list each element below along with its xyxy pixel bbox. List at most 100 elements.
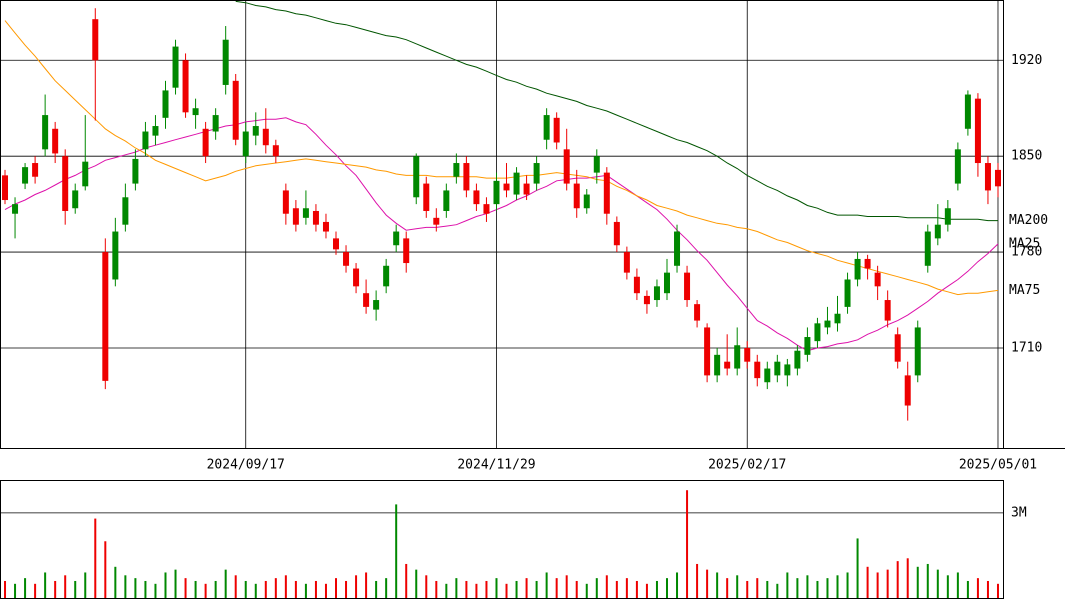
volume-bar <box>595 578 598 598</box>
volume-bar <box>164 572 167 598</box>
candle-body <box>744 347 751 362</box>
candle-body <box>593 156 600 173</box>
candle-body <box>824 320 831 328</box>
x-tick-label: 2024/09/17 <box>207 458 285 473</box>
candle-body <box>513 172 520 195</box>
volume-bar <box>294 580 297 598</box>
candle-body <box>864 258 871 269</box>
candle-body <box>814 323 821 342</box>
volume-bar <box>866 566 869 598</box>
volume-bar <box>24 578 27 598</box>
candle-body <box>192 108 199 116</box>
candle-body <box>182 60 189 113</box>
y-tick-label: 1920 <box>1011 53 1042 68</box>
y-tick-label: 1710 <box>1011 340 1042 355</box>
candle-body <box>132 158 139 184</box>
candle-body <box>403 238 410 264</box>
volume-bar <box>976 578 979 598</box>
volume-bar <box>756 578 759 598</box>
volume-bar <box>645 583 648 598</box>
candle-body <box>383 265 390 287</box>
candle-body <box>272 145 279 157</box>
candle-body <box>934 224 941 239</box>
volume-bar <box>766 580 769 598</box>
volume-bar <box>555 578 558 598</box>
candle-body <box>684 272 691 301</box>
volume-bar <box>14 583 17 598</box>
volume-bar <box>836 575 839 598</box>
candle-body <box>52 128 59 154</box>
volume-bar <box>134 578 137 598</box>
volume-bar <box>415 569 418 598</box>
candle-body <box>102 252 109 381</box>
candle-body <box>242 131 249 157</box>
volume-bar <box>946 575 949 598</box>
volume-bar <box>505 583 508 598</box>
volume-bar <box>445 583 448 598</box>
candle-body <box>32 163 39 177</box>
candle-body <box>262 128 269 146</box>
volume-bar <box>214 580 217 598</box>
volume-bar <box>716 572 719 598</box>
volume-bar <box>405 563 408 598</box>
volume-bar <box>395 504 398 598</box>
candle-body <box>172 46 179 88</box>
candle-body <box>784 364 791 376</box>
candle-body <box>162 90 169 118</box>
candle-body <box>152 126 159 136</box>
volume-bar <box>736 575 739 598</box>
candle-body <box>543 115 550 140</box>
volume-bar <box>244 580 247 598</box>
candle-body <box>884 300 891 321</box>
volume-bar <box>335 578 338 598</box>
volume-bar <box>304 583 307 598</box>
candle-body <box>754 361 761 379</box>
volume-bar <box>385 578 388 598</box>
volume-bar <box>545 572 548 598</box>
candle-body <box>663 272 670 294</box>
candle-body <box>413 156 420 198</box>
volume-bar <box>54 580 57 598</box>
y-tick-label: 1850 <box>1011 149 1042 164</box>
volume-bar <box>776 583 779 598</box>
legend-label: MA75 <box>1009 283 1040 298</box>
volume-bar <box>525 578 528 598</box>
volume-bar <box>204 583 207 598</box>
candle-body <box>974 98 981 164</box>
candle-body <box>774 361 781 376</box>
candle-body <box>954 149 961 184</box>
candle-body <box>373 300 380 310</box>
candle-body <box>453 163 460 177</box>
legend-label: MA200 <box>1009 213 1048 228</box>
candle-body <box>42 115 49 150</box>
volume-bar <box>254 583 257 598</box>
volume-bar <box>635 580 638 598</box>
candle-body <box>704 327 711 376</box>
volume-bar <box>786 572 789 598</box>
volume-bar <box>515 580 518 598</box>
volume-bar <box>686 490 689 598</box>
volume-bar <box>816 580 819 598</box>
volume-bar <box>876 572 879 598</box>
candle-body <box>2 175 9 201</box>
volume-bar <box>966 580 969 598</box>
candle-body <box>22 167 29 184</box>
volume-bar <box>706 569 709 598</box>
candle-body <box>633 276 640 294</box>
candle-body <box>854 258 861 280</box>
x-tick-label: 2025/05/01 <box>959 458 1037 473</box>
volume-bar <box>475 583 478 598</box>
candle-body <box>643 295 650 305</box>
ma-line <box>4 117 999 352</box>
candle-body <box>393 231 400 246</box>
volume-bar <box>585 583 588 598</box>
candle-body <box>944 208 951 225</box>
volume-bar <box>375 580 378 598</box>
candle-body <box>994 169 1001 187</box>
legend-label: MA25 <box>1009 236 1040 251</box>
y-tick-label: 3M <box>1011 505 1027 520</box>
candle-body <box>112 231 119 280</box>
candle-body <box>553 117 560 143</box>
volume-bar <box>455 578 458 598</box>
ma-line <box>4 20 999 296</box>
